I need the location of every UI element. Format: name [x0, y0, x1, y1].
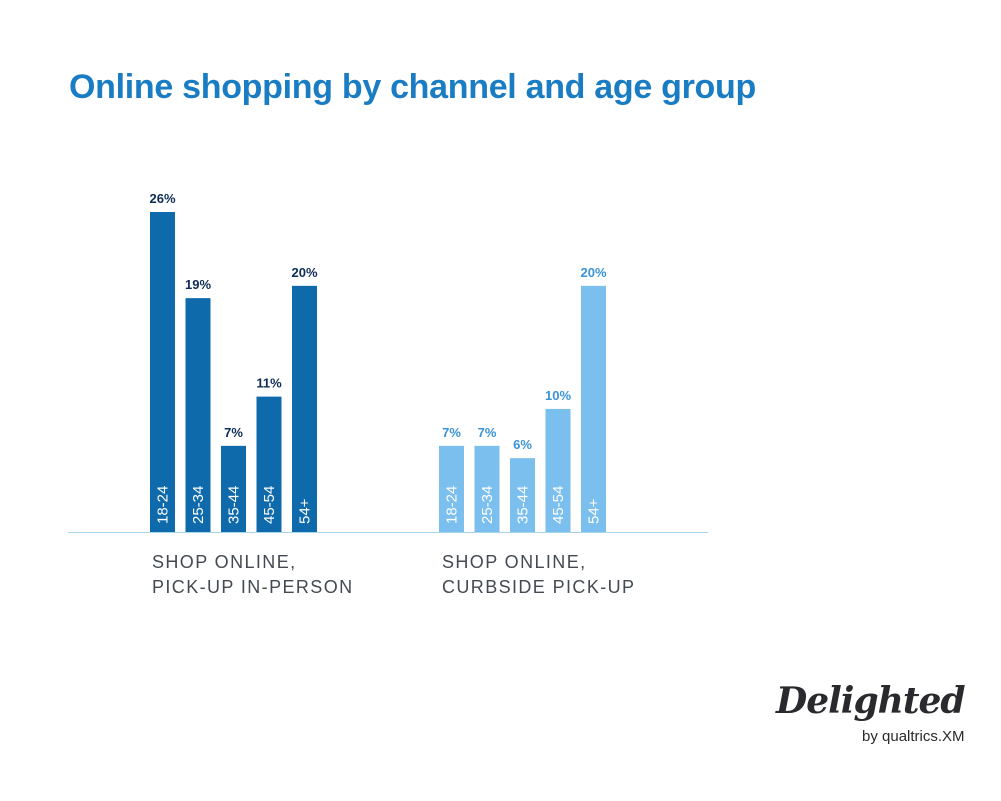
- value-label: 7%: [224, 425, 243, 440]
- bar: [510, 458, 535, 532]
- logo-byline: by qualtrics.XM: [862, 728, 965, 745]
- category-label: 54+: [297, 498, 314, 524]
- bar-group-1: 26% 18-24 19% 25-34 7% 35-44 11% 45-54 20% 54+: [149, 191, 318, 532]
- bar: [439, 445, 464, 532]
- category-label: 54+: [586, 498, 603, 524]
- bar: [292, 285, 317, 532]
- category-label: 18-24: [444, 486, 461, 524]
- category-label: 35-44: [226, 486, 243, 524]
- category-label: 25-34: [190, 486, 207, 524]
- group-label-pick-up-in-person: SHOP ONLINE, PICK-UP IN-PERSON: [152, 550, 354, 600]
- bar: [221, 445, 246, 532]
- value-label: 6%: [513, 437, 532, 452]
- value-label: 20%: [580, 265, 606, 280]
- group-label-line-2: CURBSIDE PICK-UP: [442, 577, 636, 597]
- bar: [474, 445, 500, 532]
- value-label: 20%: [291, 265, 317, 280]
- category-label: 18-24: [155, 486, 172, 524]
- category-label: 35-44: [515, 486, 532, 524]
- category-label: 25-34: [479, 486, 496, 524]
- bar: [150, 212, 175, 532]
- value-label: 11%: [256, 376, 282, 391]
- value-label: 10%: [545, 388, 571, 403]
- value-label: 7%: [442, 425, 461, 440]
- group-label-line-1: SHOP ONLINE,: [152, 552, 297, 572]
- group-label-line-2: PICK-UP IN-PERSON: [152, 577, 354, 597]
- category-label: 45-54: [550, 486, 567, 524]
- bar: [256, 396, 282, 532]
- logo-wordmark: Delighted: [776, 680, 966, 722]
- chart-title: Online shopping by channel and age group: [69, 68, 756, 106]
- group-label-curbside-pick-up: SHOP ONLINE, CURBSIDE PICK-UP: [442, 550, 635, 600]
- bar: [545, 408, 571, 532]
- bar-group-2: 7% 18-24 7% 25-34 6% 35-44 10% 45-54 20% 54+: [439, 265, 607, 532]
- bar: [581, 285, 606, 532]
- category-label: 45-54: [261, 486, 278, 524]
- group-label-line-1: SHOP ONLINE,: [442, 552, 587, 572]
- value-label: 19%: [185, 277, 211, 292]
- bar: [185, 298, 211, 532]
- value-label: 26%: [149, 191, 175, 206]
- delighted-logo: Delighted by qualtrics.XM: [776, 680, 966, 760]
- value-label: 7%: [478, 425, 497, 440]
